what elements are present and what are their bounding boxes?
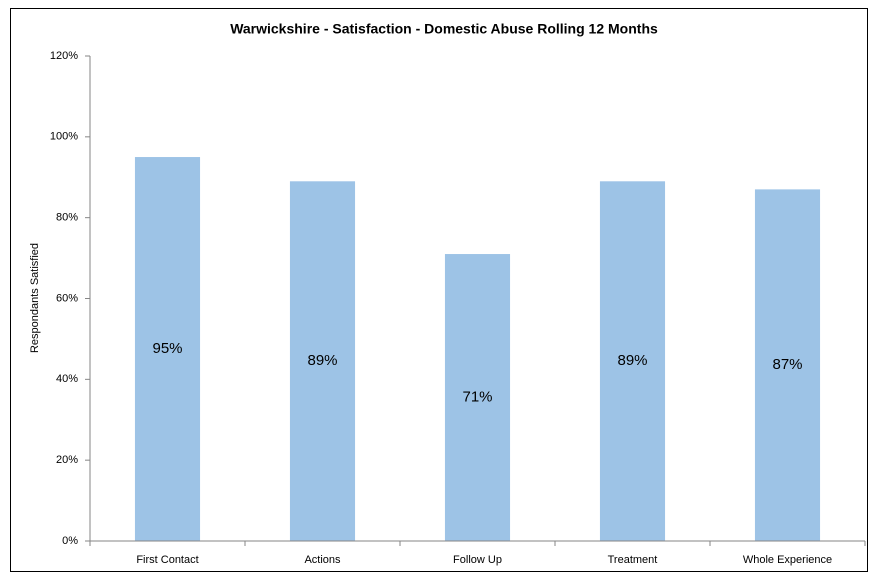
y-tick-label: 60% bbox=[56, 292, 78, 304]
value-label: 87% bbox=[772, 356, 802, 373]
bar bbox=[599, 181, 666, 541]
y-tick-label: 80% bbox=[56, 212, 78, 224]
y-tick-label: 20% bbox=[56, 454, 78, 466]
x-tick-label: Whole Experience bbox=[743, 554, 832, 566]
value-label: 71% bbox=[462, 388, 492, 405]
bar bbox=[134, 157, 201, 541]
bar bbox=[754, 189, 821, 541]
y-tick-label: 0% bbox=[62, 535, 78, 547]
y-tick-label: 40% bbox=[56, 373, 78, 385]
bar bbox=[289, 181, 356, 541]
bar bbox=[444, 254, 511, 541]
x-tick-label: Treatment bbox=[608, 554, 658, 566]
value-label: 95% bbox=[152, 340, 182, 357]
y-tick-label: 120% bbox=[50, 50, 78, 62]
x-tick-label: Actions bbox=[304, 554, 341, 566]
value-label: 89% bbox=[307, 352, 337, 369]
y-tick-label: 100% bbox=[50, 131, 78, 143]
x-tick-label: First Contact bbox=[136, 554, 198, 566]
x-tick-label: Follow Up bbox=[453, 554, 502, 566]
value-label: 89% bbox=[617, 352, 647, 369]
chart-title: Warwickshire - Satisfaction - Domestic A… bbox=[230, 21, 658, 37]
y-axis-label: Respondants Satisfied bbox=[29, 243, 41, 353]
